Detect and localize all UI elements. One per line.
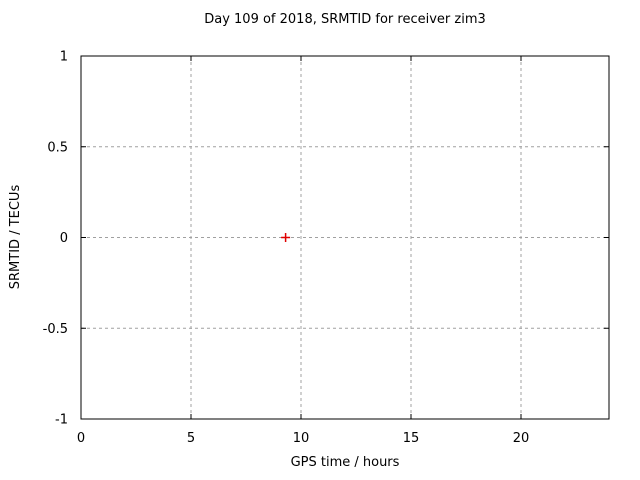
y-tick-label: 0 [60, 231, 68, 246]
y-tick-label: -0.5 [43, 322, 68, 337]
y-tick-label: 0.5 [47, 140, 68, 155]
y-tick-label: 1 [60, 50, 68, 65]
x-tick-label: 20 [513, 431, 530, 446]
chart-title: Day 109 of 2018, SRMTID for receiver zim… [204, 12, 486, 27]
y-tick-label: -1 [55, 413, 68, 428]
x-tick-label: 0 [77, 431, 85, 446]
x-tick-label: 5 [187, 431, 195, 446]
x-axis-label: GPS time / hours [290, 455, 400, 470]
x-tick-label: 15 [403, 431, 420, 446]
x-tick-label: 10 [293, 431, 310, 446]
